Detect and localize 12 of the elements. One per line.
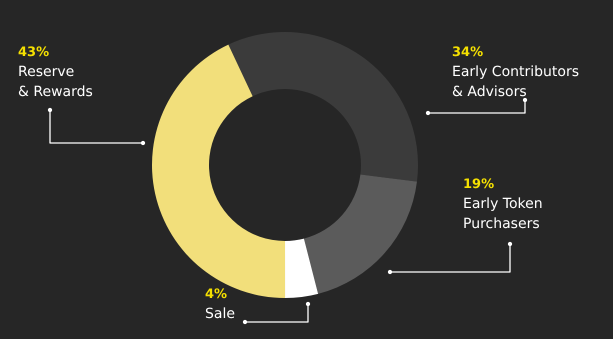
legend-label: Sale — [205, 306, 235, 322]
slice-label: Reserve & Rewards — [18, 64, 93, 100]
data-label: 34% — [452, 45, 484, 60]
donut-slice — [152, 44, 286, 298]
data-label: 43% — [18, 45, 50, 60]
donut-slice — [304, 174, 417, 294]
donut-slice — [285, 238, 318, 298]
data-label: 4% — [205, 287, 228, 302]
slice-label: Early Token Purchasers — [463, 196, 543, 232]
slice-label: Early Contributors & Advisors — [452, 64, 580, 100]
data-label: 19% — [463, 177, 494, 192]
donut-slice — [228, 32, 418, 182]
